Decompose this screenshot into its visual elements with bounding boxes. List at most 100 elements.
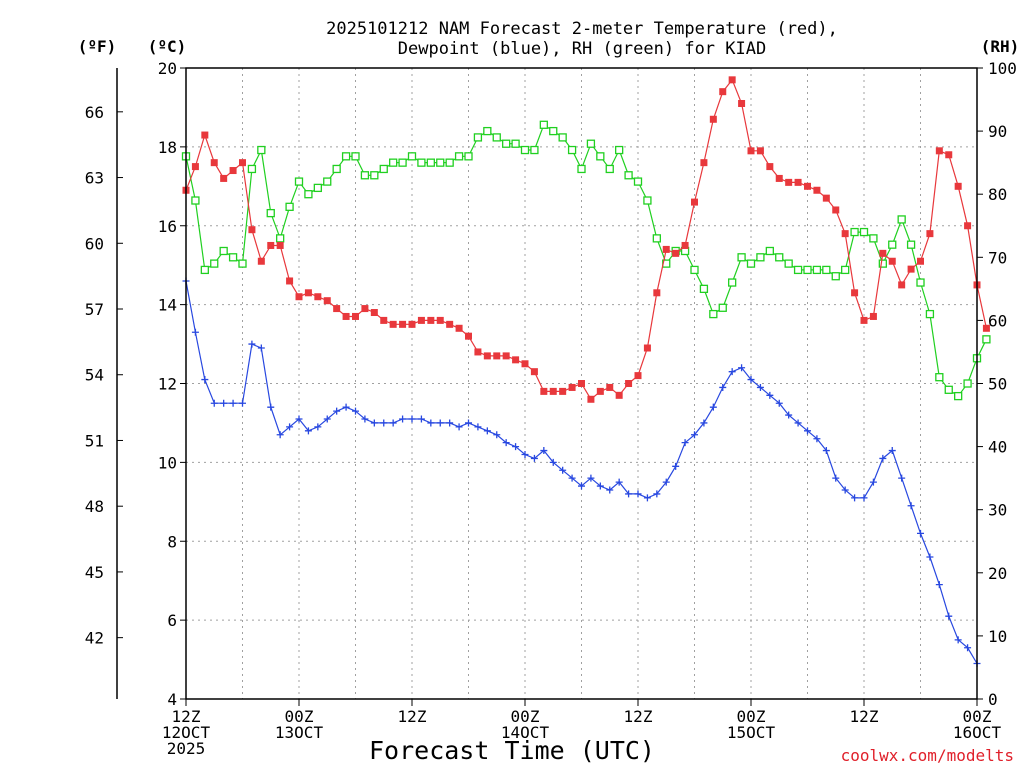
dewpoint-point xyxy=(766,391,774,399)
rh-point xyxy=(643,196,652,205)
temperature-point xyxy=(728,76,736,84)
rh-point xyxy=(483,126,492,136)
rh-point xyxy=(247,164,257,174)
temperature-point xyxy=(804,182,811,190)
time-tick-label: 12Z xyxy=(398,707,427,726)
time-tick-label: 12Z xyxy=(172,707,201,726)
dewpoint-point xyxy=(625,490,633,498)
rh-point xyxy=(690,265,699,275)
rh-point xyxy=(869,234,878,243)
dewpoint-point xyxy=(832,474,840,482)
dewpoint-point xyxy=(220,399,228,407)
temperature-point xyxy=(625,380,633,387)
rh-point xyxy=(502,139,511,148)
temperature-point xyxy=(841,230,849,238)
temperature-point xyxy=(681,241,689,249)
dewpoint-point xyxy=(427,419,435,427)
temperature-point xyxy=(248,226,256,234)
x-axis-title: Forecast Time (UTC) xyxy=(369,736,655,765)
temperature-point xyxy=(455,324,463,332)
rh-point xyxy=(341,152,351,161)
rh-point xyxy=(812,265,822,275)
dewpoint-point xyxy=(370,419,378,427)
temperature-point xyxy=(389,320,397,328)
dewpoint-point xyxy=(474,423,482,431)
rh-point xyxy=(313,183,322,193)
fahrenheit-axis: 42 45 48 51 54 57 60 63 66 xyxy=(85,103,123,648)
rh-point xyxy=(906,240,916,249)
dewpoint-point xyxy=(304,427,312,435)
temperature-point xyxy=(191,163,199,171)
rh-point xyxy=(332,164,341,174)
dewpoint-point xyxy=(446,419,454,427)
dewpoint-point xyxy=(276,431,284,439)
temperature-point xyxy=(370,309,378,317)
temperature-point xyxy=(530,368,538,376)
temperature-point xyxy=(210,159,218,167)
dewpoint-point xyxy=(512,443,520,451)
temperature-point xyxy=(493,352,501,360)
time-tick-label: 12Z xyxy=(624,707,653,726)
dewpoint-point xyxy=(634,490,642,498)
rh-point xyxy=(577,164,586,174)
time-tick-label: 12OCT xyxy=(162,723,211,742)
rh-point xyxy=(360,171,370,180)
rh-point xyxy=(935,373,944,382)
rh-point xyxy=(699,284,709,294)
dewpoint-point xyxy=(521,450,529,458)
time-tick-label: 2025 xyxy=(167,739,206,758)
rh-point xyxy=(511,139,520,148)
temperature-point xyxy=(512,356,520,364)
rh-point xyxy=(982,335,991,344)
rh-unit-label: (RH) xyxy=(981,37,1020,56)
temperature-point xyxy=(239,159,246,167)
rh-point xyxy=(304,190,313,199)
temperature-point xyxy=(738,99,746,107)
dewpoint-point xyxy=(747,376,755,384)
rh-point xyxy=(916,278,925,287)
rh-point xyxy=(888,240,897,249)
rh-tick-label: 90 xyxy=(988,122,1007,141)
celsius-unit-label: (ºC) xyxy=(148,37,187,56)
temperature-point xyxy=(229,167,237,175)
dewpoint-point xyxy=(286,423,294,431)
rh-point xyxy=(925,309,935,319)
rh-point xyxy=(520,145,530,155)
rh-point xyxy=(944,385,953,394)
dewpoint-point xyxy=(719,383,727,391)
rh-point xyxy=(784,259,793,268)
rh-point xyxy=(210,259,219,268)
rh-point xyxy=(765,246,774,256)
temperature-point xyxy=(578,380,585,387)
fahrenheit-tick-label: 60 xyxy=(85,234,104,253)
temperature-point xyxy=(634,372,642,380)
rh-tick-label: 70 xyxy=(988,248,1007,267)
celsius-tick-label: 16 xyxy=(158,217,177,236)
dewpoint-point xyxy=(917,529,924,537)
temperature-point xyxy=(766,163,774,171)
temperature-point xyxy=(813,186,821,194)
rh-point xyxy=(191,196,200,205)
rh-point xyxy=(859,227,869,237)
dewpoint-point xyxy=(493,431,501,439)
dewpoint-point xyxy=(578,482,585,490)
dewpoint-point xyxy=(333,407,341,415)
dewpoint-point xyxy=(559,466,567,474)
rh-point xyxy=(558,133,567,142)
rh-point xyxy=(963,379,972,388)
temperature-point xyxy=(446,320,454,328)
temperature-point xyxy=(295,293,303,301)
temperature-point xyxy=(399,320,407,328)
temperature-point xyxy=(201,131,209,139)
dewpoint-point xyxy=(643,494,651,502)
temperature-point xyxy=(361,305,369,313)
dewpoint-point xyxy=(935,581,943,589)
dewpoint-point xyxy=(813,435,821,443)
temperature-point xyxy=(719,88,727,96)
rh-point xyxy=(624,171,633,180)
temperature-point xyxy=(323,297,331,305)
rh-point xyxy=(605,164,614,174)
celsius-tick-label: 12 xyxy=(158,375,177,394)
plot-frame xyxy=(185,67,978,700)
